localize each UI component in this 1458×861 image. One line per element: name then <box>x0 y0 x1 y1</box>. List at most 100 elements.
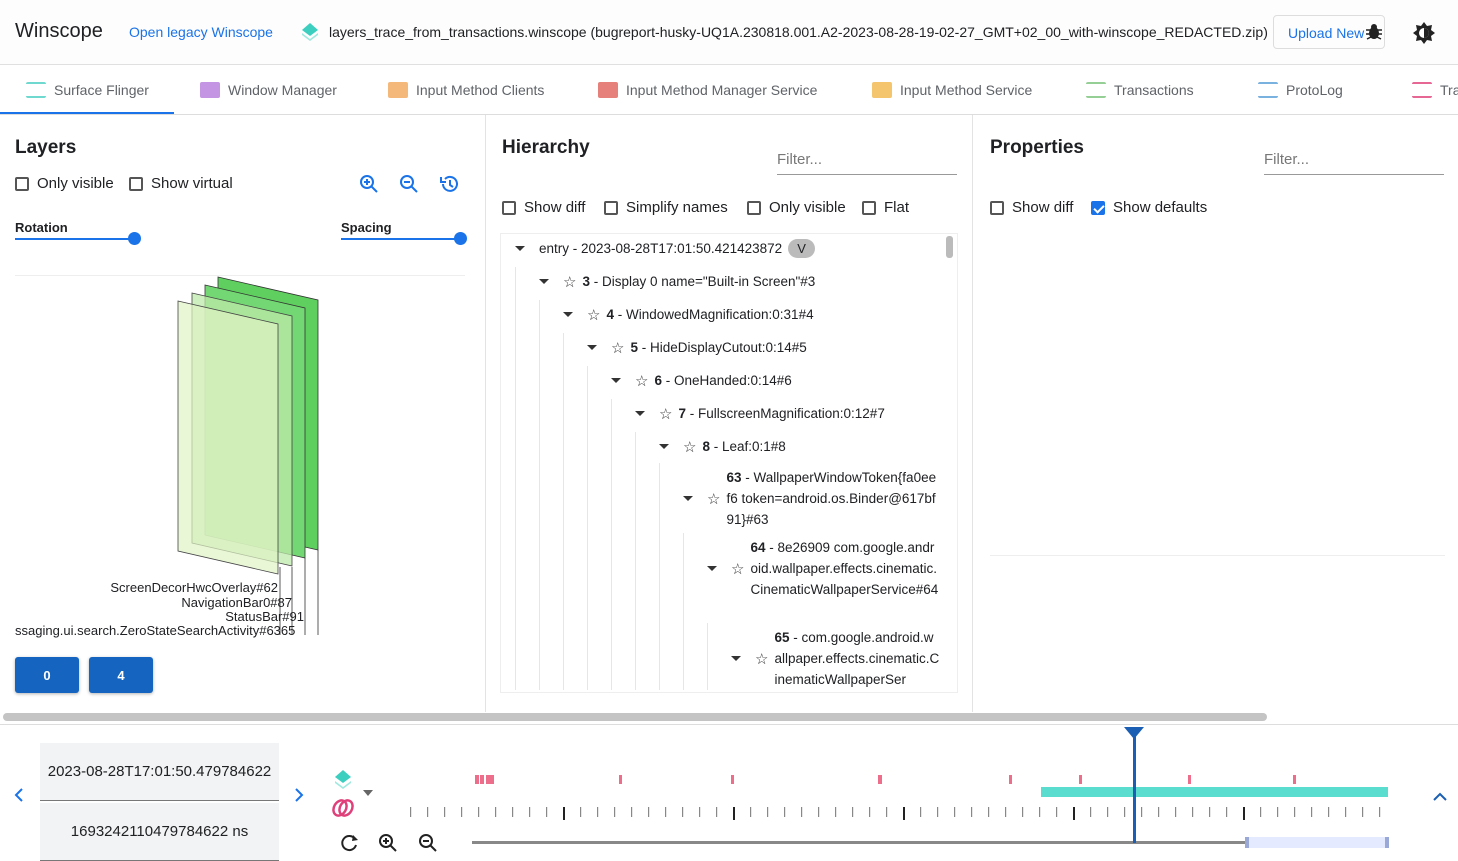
show-diff-checkbox[interactable]: Show diff <box>502 199 585 216</box>
collapse-arrow-icon[interactable] <box>707 566 717 571</box>
timeline-tick[interactable] <box>1362 807 1364 817</box>
properties-filter-input[interactable]: Filter... <box>1264 151 1444 175</box>
transaction-entry[interactable] <box>1079 775 1082 784</box>
transaction-entry[interactable] <box>490 775 494 784</box>
timeline-tick[interactable] <box>563 807 565 820</box>
collapse-arrow-icon[interactable] <box>635 411 645 416</box>
tree-node[interactable]: ☆ 7 - FullscreenMagnification:0:12#7 <box>635 403 885 424</box>
tree-node[interactable]: ☆ 65 - com.google.android.wallpaper.effec… <box>731 627 939 690</box>
timeline-tick[interactable] <box>835 807 837 817</box>
checkbox-checked[interactable] <box>1091 200 1105 215</box>
zoom-out-icon[interactable] <box>418 833 438 853</box>
transaction-entry[interactable] <box>731 775 734 784</box>
timeline-tick[interactable] <box>427 807 429 817</box>
prev-entry-icon[interactable] <box>12 787 26 803</box>
timeline-tick[interactable] <box>444 807 446 817</box>
timeline-tick[interactable] <box>1175 807 1177 817</box>
tab-window-manager[interactable]: Window Manager <box>200 65 337 115</box>
tab-protolog[interactable]: ProtoLog <box>1258 65 1343 115</box>
timeline-tick[interactable] <box>1141 807 1143 817</box>
rotation-slider[interactable] <box>15 238 135 240</box>
checkbox[interactable] <box>604 200 618 215</box>
viewport-handle-right[interactable] <box>1385 837 1389 848</box>
horizontal-scrollbar[interactable] <box>3 713 1267 721</box>
timeline-tick[interactable] <box>1345 807 1347 817</box>
timeline-tick[interactable] <box>1056 807 1058 817</box>
tab-transactions[interactable]: Transactions <box>1086 65 1194 115</box>
pin-star-icon[interactable]: ☆ <box>731 560 745 578</box>
timeline-tick[interactable] <box>1039 807 1041 817</box>
timeline-tick[interactable] <box>767 807 769 817</box>
tree-node[interactable]: ☆ 64 - 8e26909 com.google.android.wallpap… <box>707 537 940 600</box>
collapse-arrow-icon[interactable] <box>563 312 573 317</box>
timeline-tick[interactable] <box>1073 807 1075 820</box>
show-virtual-checkbox[interactable]: Show virtual <box>129 175 233 192</box>
theme-toggle-icon[interactable] <box>1412 21 1436 45</box>
show-diff-checkbox[interactable]: Show diff <box>990 199 1073 216</box>
only-visible-checkbox[interactable]: Only visible <box>15 175 114 192</box>
timeline-tick[interactable] <box>461 807 463 817</box>
pin-star-icon[interactable]: ☆ <box>683 438 697 456</box>
flat-checkbox[interactable]: Flat <box>862 199 909 216</box>
transaction-entry[interactable] <box>486 775 490 784</box>
zoom-in-icon[interactable] <box>359 174 379 194</box>
pin-star-icon[interactable]: ☆ <box>563 273 577 291</box>
collapse-arrow-icon[interactable] <box>539 279 549 284</box>
spacing-slider-handle[interactable] <box>454 232 467 245</box>
show-defaults-checkbox[interactable]: Show defaults <box>1091 199 1207 216</box>
timeline-tick[interactable] <box>1260 807 1262 817</box>
hierarchy-filter-input[interactable]: Filter... <box>777 151 957 175</box>
timeline-tick[interactable] <box>1379 807 1381 817</box>
timeline-tick[interactable] <box>784 807 786 817</box>
checkbox[interactable] <box>990 200 1004 215</box>
rotation-slider-handle[interactable] <box>128 232 141 245</box>
layer-label[interactable]: ScreenDecorHwcOverlay#62 <box>110 580 278 595</box>
timeline-tick[interactable] <box>631 807 633 817</box>
timeline-tick[interactable] <box>1158 807 1160 817</box>
timeline-tick[interactable] <box>903 807 905 820</box>
timeline-tick[interactable] <box>1022 807 1024 817</box>
tree-node[interactable]: entry - 2023-08-28T17:01:50.421423872 V <box>515 238 815 259</box>
timeline-tick[interactable] <box>410 807 412 817</box>
transaction-entry[interactable] <box>1293 775 1296 784</box>
pin-star-icon[interactable]: ☆ <box>611 339 625 357</box>
transaction-entry[interactable] <box>480 775 484 784</box>
display-button-0[interactable]: 0 <box>15 657 79 693</box>
timeline-tick[interactable] <box>597 807 599 817</box>
timestamp-ns-input[interactable]: 1693242110479784622 ns <box>40 803 279 861</box>
timeline-tick[interactable] <box>495 807 497 817</box>
zoom-out-icon[interactable] <box>399 174 419 194</box>
collapse-arrow-icon[interactable] <box>683 496 693 501</box>
transaction-entry[interactable] <box>1188 775 1191 784</box>
layer-label[interactable]: NavigationBar0#87 <box>181 595 292 610</box>
timeline-tick[interactable] <box>1243 807 1245 820</box>
timeline-tick[interactable] <box>665 807 667 817</box>
timeline-tick[interactable] <box>648 807 650 817</box>
simplify-names-checkbox[interactable]: Simplify names <box>604 199 728 216</box>
checkbox[interactable] <box>502 200 516 215</box>
timeline-tick[interactable] <box>954 807 956 817</box>
only-visible-checkbox[interactable]: Only visible <box>747 199 846 216</box>
transaction-entry[interactable] <box>878 775 882 784</box>
transactions-trace-icon[interactable] <box>332 797 354 819</box>
timeline-tick[interactable] <box>546 807 548 817</box>
timeline-tick[interactable] <box>801 807 803 817</box>
reset-zoom-icon[interactable] <box>339 833 361 855</box>
layer-label[interactable]: ssaging.ui.search.ZeroStateSearchActivit… <box>15 623 296 638</box>
timeline-tick[interactable] <box>699 807 701 817</box>
transaction-entry[interactable] <box>1009 775 1012 784</box>
timeline-tick[interactable] <box>529 807 531 817</box>
timeline-cursor-handle[interactable] <box>1124 727 1144 739</box>
timeline-tick[interactable] <box>1277 807 1279 817</box>
collapse-arrow-icon[interactable] <box>587 345 597 350</box>
timeline-tick[interactable] <box>580 807 582 817</box>
timeline-tick[interactable] <box>1124 807 1126 817</box>
timeline-scroll-track[interactable] <box>472 841 1248 844</box>
timeline-tick[interactable] <box>1090 807 1092 817</box>
timeline-tick[interactable] <box>971 807 973 817</box>
next-entry-icon[interactable] <box>292 787 306 803</box>
pin-star-icon[interactable]: ☆ <box>635 372 649 390</box>
timeline-tick[interactable] <box>733 807 735 820</box>
layer-rect[interactable] <box>177 300 279 575</box>
collapse-arrow-icon[interactable] <box>731 656 741 661</box>
